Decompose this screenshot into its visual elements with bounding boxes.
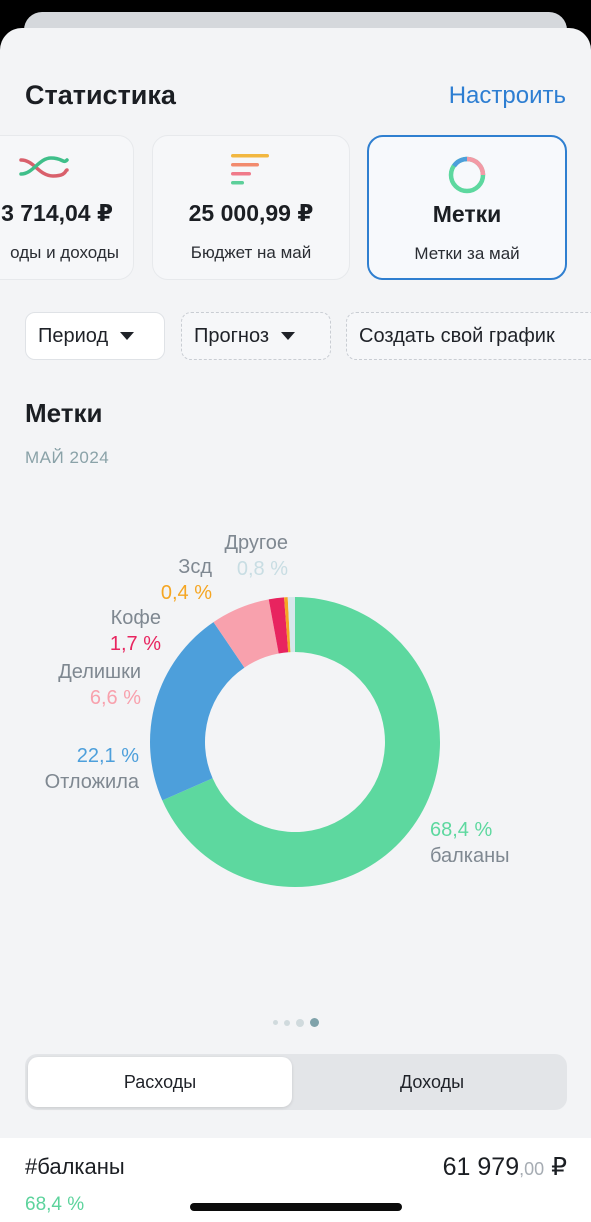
section-subtitle: МАЙ 2024 xyxy=(25,448,110,467)
donut-label-percent-5: 0,4 % xyxy=(161,582,212,604)
page-dot[interactable] xyxy=(309,1018,319,1028)
donut-slice-6[interactable] xyxy=(287,597,295,653)
card-expenses-income-caption: оды и доходы xyxy=(10,243,119,262)
customize-link[interactable]: Настроить xyxy=(448,82,566,109)
donut-slice-5[interactable] xyxy=(284,597,291,653)
donut-label-percent-3: 6,6 % xyxy=(90,687,141,709)
donut-label-name-3: Делишки xyxy=(58,661,141,683)
statistics-sheet: Статистика Настроить 3 714,04 ₽ оды и до… xyxy=(0,28,591,1222)
donut-label-name-6: Другое xyxy=(224,532,288,554)
tab-income[interactable]: Доходы xyxy=(399,1071,465,1092)
donut-slice-4[interactable] xyxy=(268,597,289,654)
carousel-page-dots[interactable] xyxy=(0,1014,591,1032)
caret-down-icon xyxy=(281,332,296,340)
donut-label-percent-4: 1,7 % xyxy=(110,633,161,655)
card-tags-caption: Метки за май xyxy=(414,244,520,263)
card-budget-value: 25 000,99 ₽ xyxy=(188,200,314,226)
donut-label-percent-6: 0,8 % xyxy=(237,558,288,580)
donut-slice-1[interactable] xyxy=(162,597,440,888)
forecast-dropdown[interactable]: Прогноз xyxy=(181,312,331,360)
period-dropdown-label: Период xyxy=(38,324,109,347)
donut-label-name-2: Отложила xyxy=(45,771,140,793)
filter-chips: Период Прогноз Создать свой график xyxy=(0,312,591,360)
page-dot[interactable] xyxy=(283,1019,290,1026)
header: Статистика Настроить xyxy=(25,78,566,118)
card-budget[interactable]: 25 000,99 ₽ Бюджет на май xyxy=(152,135,350,280)
stat-cards-carousel[interactable]: 3 714,04 ₽ оды и доходы 25 000,99 ₽ Бюдж… xyxy=(0,135,591,280)
list-item-name: #балканы xyxy=(25,1154,125,1179)
create-custom-chart-label: Создать свой график xyxy=(359,324,555,347)
page-dot[interactable] xyxy=(272,1020,278,1026)
tab-expenses[interactable]: Расходы xyxy=(28,1057,292,1107)
list-item-percent: 68,4 % xyxy=(25,1194,85,1215)
donut-slice-3[interactable] xyxy=(213,599,279,668)
create-custom-chart-button[interactable]: Создать свой график xyxy=(346,312,591,360)
card-tags[interactable]: Метки Метки за май xyxy=(367,135,567,280)
expense-income-toggle[interactable]: Расходы Доходы xyxy=(25,1054,567,1110)
forecast-dropdown-label: Прогноз xyxy=(194,324,270,347)
ring-chart-icon xyxy=(445,153,489,202)
donut-label-name-5: Зсд xyxy=(178,556,212,578)
donut-label-percent-2: 22,1 % xyxy=(77,745,139,767)
donut-label-name-4: Кофе xyxy=(111,607,161,629)
amount-integer: 61 979 xyxy=(442,1153,520,1181)
card-tags-value: Метки xyxy=(432,201,502,227)
crossing-lines-icon xyxy=(19,152,69,187)
card-expenses-income[interactable]: 3 714,04 ₽ оды и доходы xyxy=(0,135,134,280)
home-indicator xyxy=(190,1203,402,1211)
page-dot[interactable] xyxy=(295,1018,304,1027)
card-budget-caption: Бюджет на май xyxy=(190,243,312,262)
donut-label-percent-1: 68,4 % xyxy=(430,819,492,841)
donut-label-name-1: балканы xyxy=(430,845,510,867)
section-title: Метки xyxy=(25,398,103,428)
budget-bars-icon xyxy=(228,152,274,191)
list-item-amount: 61 979,00 ₽ xyxy=(443,1152,567,1182)
page-title: Статистика xyxy=(25,80,176,110)
amount-cents: ,00 xyxy=(519,1159,545,1179)
card-expenses-income-value: 3 714,04 ₽ xyxy=(1,200,113,226)
currency-sign: ₽ xyxy=(551,1153,567,1181)
caret-down-icon xyxy=(120,332,135,340)
donut-slice-2[interactable] xyxy=(150,622,245,801)
period-dropdown[interactable]: Период xyxy=(25,312,165,360)
